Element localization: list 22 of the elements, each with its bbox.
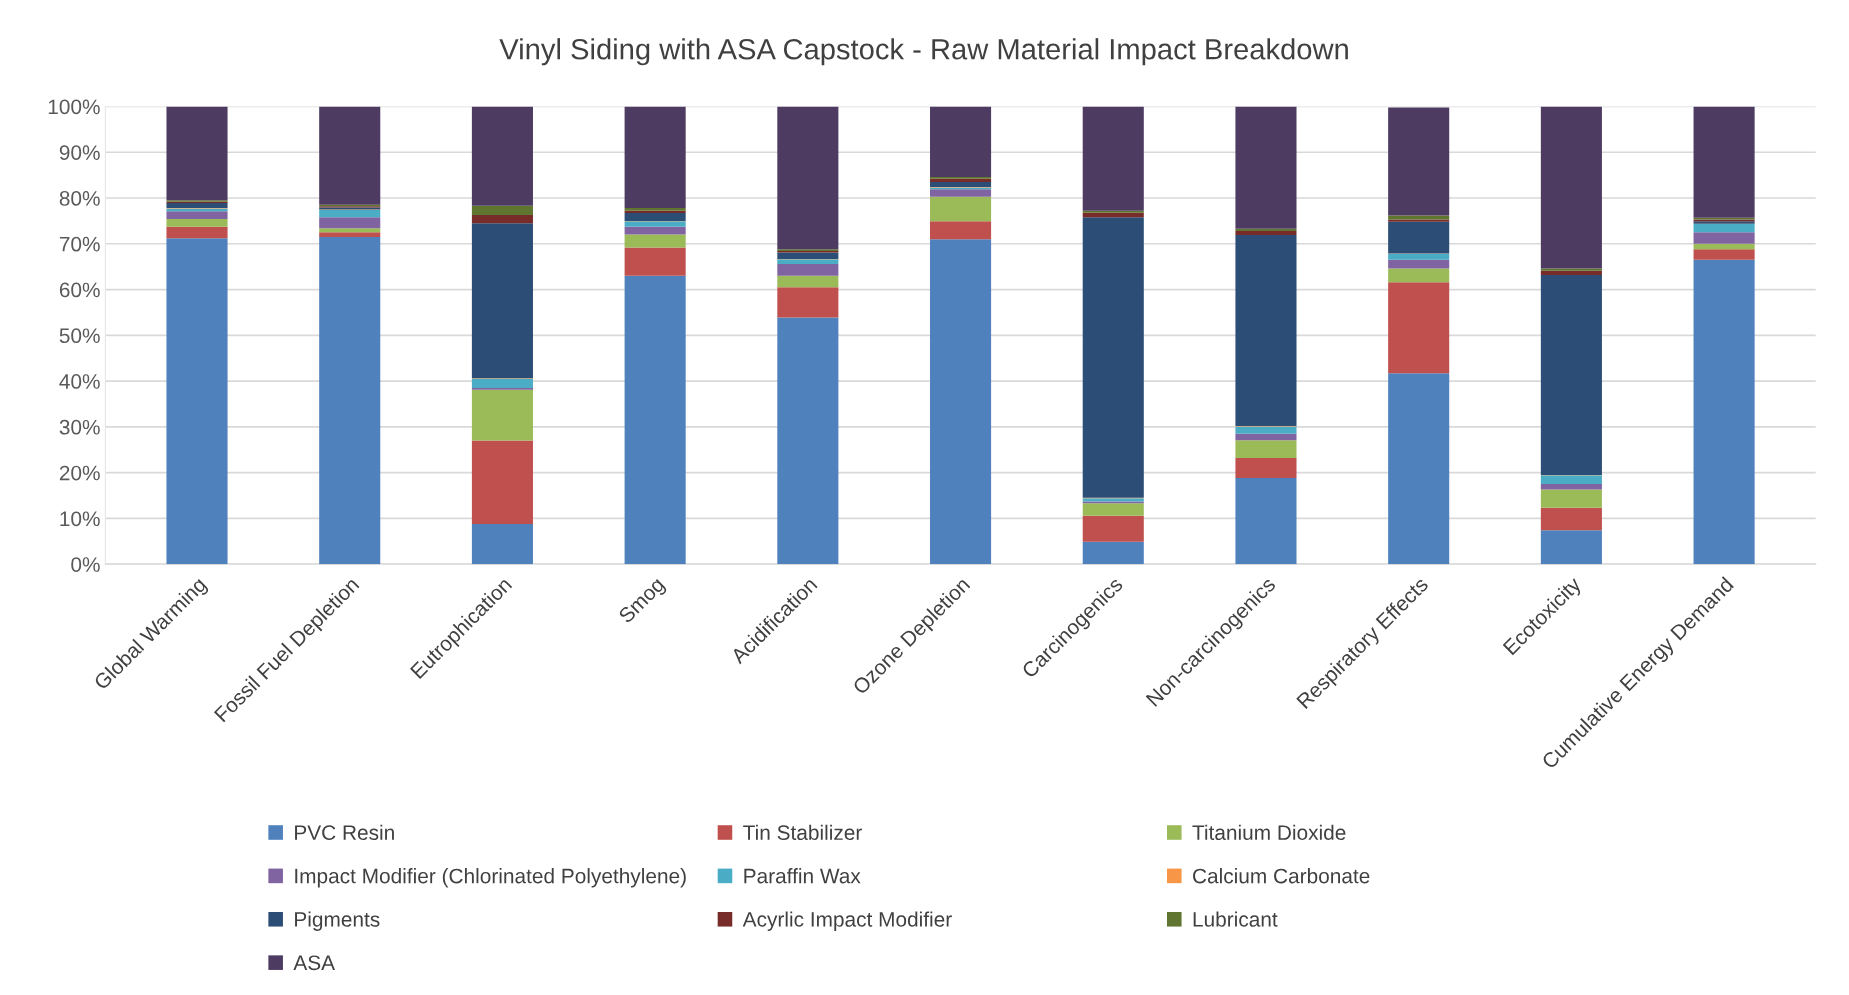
- legend-label: Calcium Carbonate: [1193, 868, 1370, 884]
- legend-label: Pigments: [295, 911, 380, 931]
- legend-label: ASA: [293, 955, 336, 971]
- legend-label: Impact Modifier (Chlorinated Polyethylene): [295, 868, 686, 888]
- legend-label: PVC Resin: [295, 824, 394, 840]
- y-tick-label: 70%: [59, 236, 100, 252]
- y-tick-label: 20%: [59, 465, 100, 481]
- y-tick-label: 30%: [59, 419, 100, 435]
- y-tick-label: 80%: [59, 191, 100, 206]
- chart-title: Vinyl Siding with ASA Capstock - Raw Material Impact Breakdown: [499, 38, 1348, 66]
- y-tick-label: 10%: [60, 511, 100, 527]
- y-tick-label: 90%: [59, 145, 100, 160]
- y-tick-label: 100%: [48, 99, 100, 115]
- legend-label: Titanium Dioxide: [1192, 824, 1346, 840]
- legend-label: Paraffin Wax: [744, 868, 861, 884]
- y-tick-label: 50%: [59, 328, 100, 344]
- y-tick-label: 0%: [71, 557, 100, 572]
- legend-label: Lubricant: [1193, 911, 1278, 927]
- legend-label: Acyrlic Impact Modifier: [742, 911, 952, 931]
- legend-label: Tin Stabilizer: [743, 824, 862, 840]
- y-tick-label: 60%: [59, 282, 100, 298]
- y-tick-label: 40%: [59, 374, 100, 389]
